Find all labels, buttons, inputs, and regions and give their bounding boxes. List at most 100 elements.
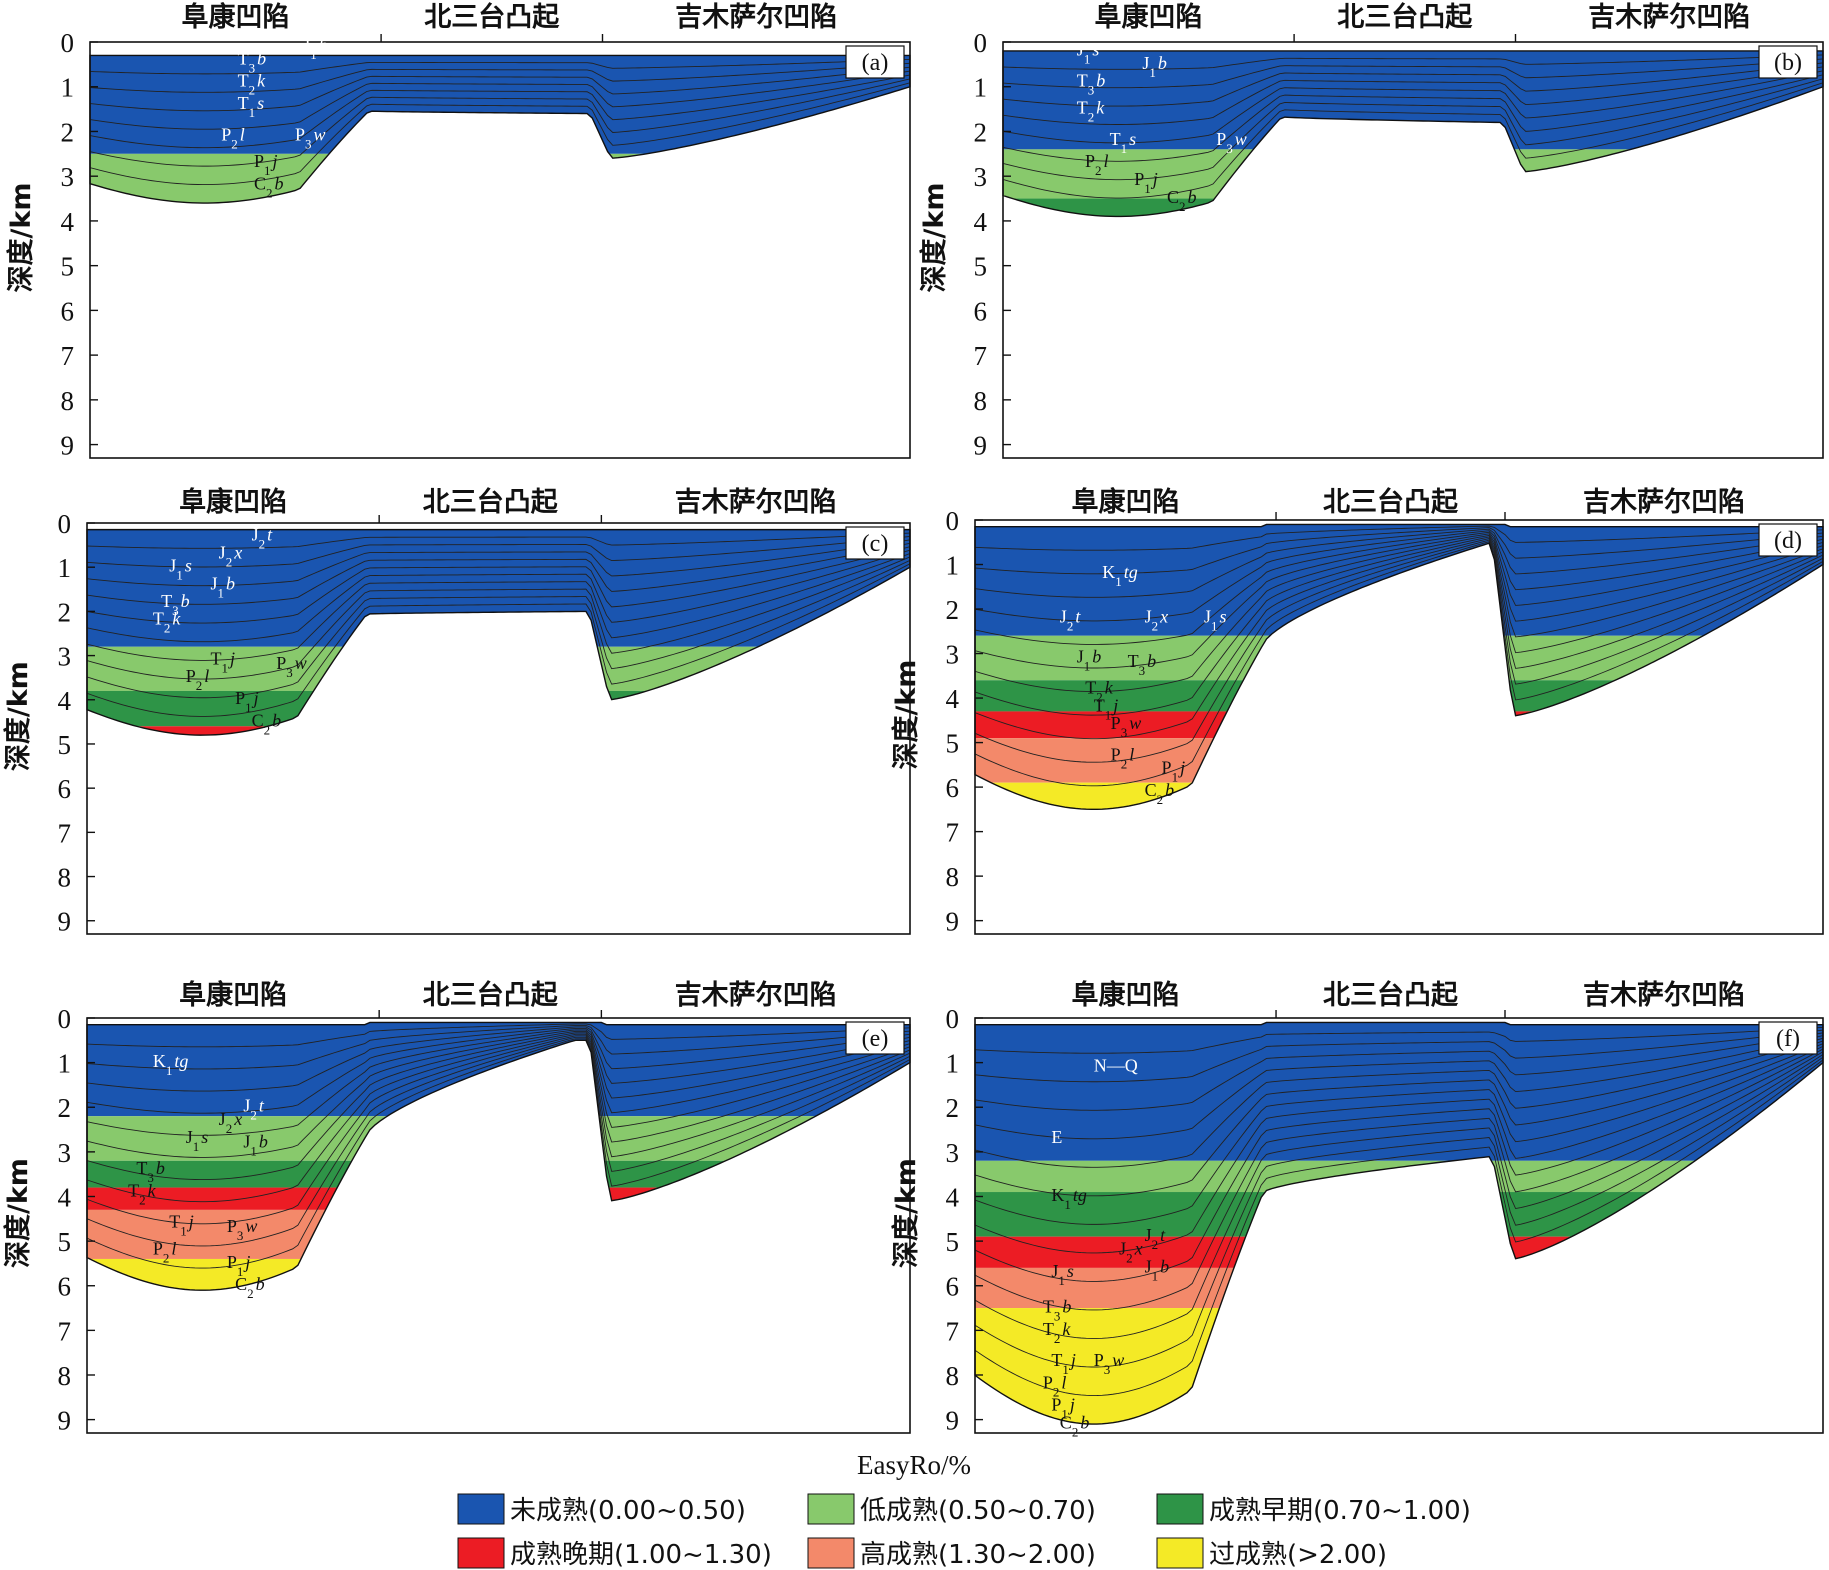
panel-label: (e) bbox=[862, 1026, 889, 1052]
y-tick-label: 6 bbox=[58, 774, 72, 804]
y-tick-label: 7 bbox=[946, 818, 960, 848]
y-tick-label: 2 bbox=[974, 117, 988, 147]
stratum-line bbox=[87, 1035, 910, 1225]
stratum-label: C2 b bbox=[252, 710, 282, 737]
stratum-line bbox=[87, 1029, 910, 1136]
region-label: 吉木萨尔凹陷 bbox=[1588, 2, 1750, 33]
region-label: 北三台凸起 bbox=[423, 979, 559, 1011]
y-tick-label: 3 bbox=[58, 642, 72, 672]
y-axis-label: 深度/km bbox=[918, 183, 950, 293]
legend: EasyRo/% 未成熟(0.00~0.50) 低成熟(0.50~0.70) 成熟早期… bbox=[457, 1450, 1471, 1570]
y-tick-label: 6 bbox=[946, 1272, 960, 1302]
stratum-line bbox=[1003, 78, 1823, 181]
y-tick-label: 6 bbox=[974, 296, 988, 326]
panel-d: 阜康凹陷 北三台凸起 吉木萨尔凹陷 0 1 2 3 4 5 6 7 8 9 深度/km (d) K1 tg J2 t… bbox=[890, 486, 1824, 937]
maturity-band bbox=[87, 1022, 910, 1117]
region-label: 吉木萨尔凹陷 bbox=[675, 980, 837, 1011]
stratum-line bbox=[87, 1032, 910, 1181]
legend-item: 成熟晚期(1.00~1.30) bbox=[457, 1537, 772, 1570]
stratum-line bbox=[90, 70, 910, 130]
stratum-line bbox=[1003, 62, 1823, 107]
panel-label: (f) bbox=[1776, 1026, 1800, 1052]
stratum-label: P3 w bbox=[227, 1216, 258, 1243]
panel-label-box bbox=[1758, 523, 1818, 557]
stratum-line bbox=[1003, 74, 1823, 162]
stratum-line bbox=[87, 1023, 910, 1048]
panel-e: 阜康凹陷 北三台凸起 吉木萨尔凹陷 0 1 2 3 4 5 6 7 8 9 深度/km (e) K1 tg J2 t… bbox=[2, 979, 911, 1436]
stratum-label: T1 j bbox=[169, 1212, 194, 1239]
y-tick-label: 0 bbox=[946, 1004, 960, 1034]
stratum-label: P2 l bbox=[1085, 151, 1109, 178]
stratum-line bbox=[975, 1029, 1823, 1083]
legend-swatch bbox=[1156, 1493, 1204, 1525]
stratum-line bbox=[975, 530, 1823, 622]
panel-frame bbox=[86, 1017, 911, 1434]
stratum-line bbox=[975, 533, 1823, 669]
maturity-band bbox=[87, 1209, 910, 1259]
stratum-line bbox=[975, 1056, 1823, 1368]
panel-frame bbox=[974, 1017, 1824, 1434]
stratum-line bbox=[1003, 82, 1823, 199]
stratum-line bbox=[1003, 54, 1823, 70]
y-tick-label: 4 bbox=[946, 1182, 960, 1212]
y-tick-label: 8 bbox=[946, 1361, 960, 1391]
stratum-line bbox=[975, 1043, 1823, 1225]
region-label: 北三台凸起 bbox=[1323, 979, 1459, 1011]
stratum-label: P1 j bbox=[1134, 169, 1158, 196]
panel-frame bbox=[974, 519, 1824, 935]
panel-label-box bbox=[845, 45, 905, 79]
stratum-label: J1 b bbox=[210, 573, 235, 600]
stratum-line bbox=[975, 1032, 1823, 1111]
y-tick-label: 3 bbox=[61, 162, 75, 192]
y-tick-label: 0 bbox=[58, 509, 72, 539]
stratum-line bbox=[975, 1054, 1823, 1339]
stratum-line bbox=[975, 527, 1823, 575]
region-label: 阜康凹陷 bbox=[179, 979, 287, 1011]
panel-label: (a) bbox=[862, 50, 889, 76]
stratum-line bbox=[87, 536, 910, 568]
panel-frame bbox=[89, 41, 911, 459]
y-tick-label: 6 bbox=[946, 773, 960, 803]
stratum-label: P3 w bbox=[1094, 1350, 1125, 1377]
panel-label: (d) bbox=[1774, 528, 1802, 554]
maturity-band bbox=[975, 635, 1823, 681]
y-tick-label: 6 bbox=[61, 296, 75, 326]
stratum-label: T1 j bbox=[1051, 1350, 1076, 1377]
region-label: 阜康凹陷 bbox=[1095, 1, 1203, 33]
stratum-label: C2 b bbox=[1167, 187, 1197, 214]
stratum-line bbox=[975, 1048, 1823, 1282]
y-tick-label: 2 bbox=[946, 595, 960, 625]
maturity-band bbox=[975, 738, 1823, 783]
maturity-band bbox=[1003, 198, 1823, 217]
stratum-label: J1 s bbox=[186, 1127, 209, 1154]
stratum-line bbox=[87, 546, 910, 624]
y-tick-label: 7 bbox=[946, 1316, 960, 1346]
y-axis-label: 深度/km bbox=[2, 661, 34, 771]
stratum-line bbox=[1003, 70, 1823, 144]
legend-label: 成熟早期(0.70~1.00) bbox=[1209, 1496, 1471, 1526]
maturity-band bbox=[975, 1192, 1823, 1237]
legend-label: 高成熟(1.30~2.00) bbox=[860, 1540, 1096, 1570]
y-tick-label: 1 bbox=[946, 551, 960, 581]
stratum-line bbox=[975, 1045, 1823, 1254]
region-label: 吉木萨尔凹陷 bbox=[675, 2, 837, 33]
y-tick-label: 3 bbox=[58, 1138, 72, 1168]
y-tick-label: 0 bbox=[58, 1004, 72, 1034]
stratum-line bbox=[1003, 58, 1823, 89]
y-tick-label: 4 bbox=[58, 686, 72, 716]
region-label: 北三台凸起 bbox=[423, 486, 559, 518]
y-tick-label: 9 bbox=[58, 1406, 72, 1436]
stratum-label: T2 k bbox=[1077, 98, 1106, 125]
y-tick-label: 5 bbox=[58, 1227, 72, 1257]
panel-label: (c) bbox=[862, 531, 889, 557]
stratum-label: K1 tg bbox=[153, 1051, 189, 1078]
maturity-band bbox=[1003, 149, 1823, 199]
legend-item: 高成熟(1.30~2.00) bbox=[807, 1537, 1096, 1570]
legend-swatch bbox=[807, 1537, 855, 1569]
y-tick-label: 5 bbox=[946, 1227, 960, 1257]
stratum-label: J1 s bbox=[169, 556, 192, 583]
y-tick-label: 9 bbox=[946, 1406, 960, 1436]
region-label: 北三台凸起 bbox=[424, 1, 560, 33]
region-label: 吉木萨尔凹陷 bbox=[1583, 487, 1745, 518]
